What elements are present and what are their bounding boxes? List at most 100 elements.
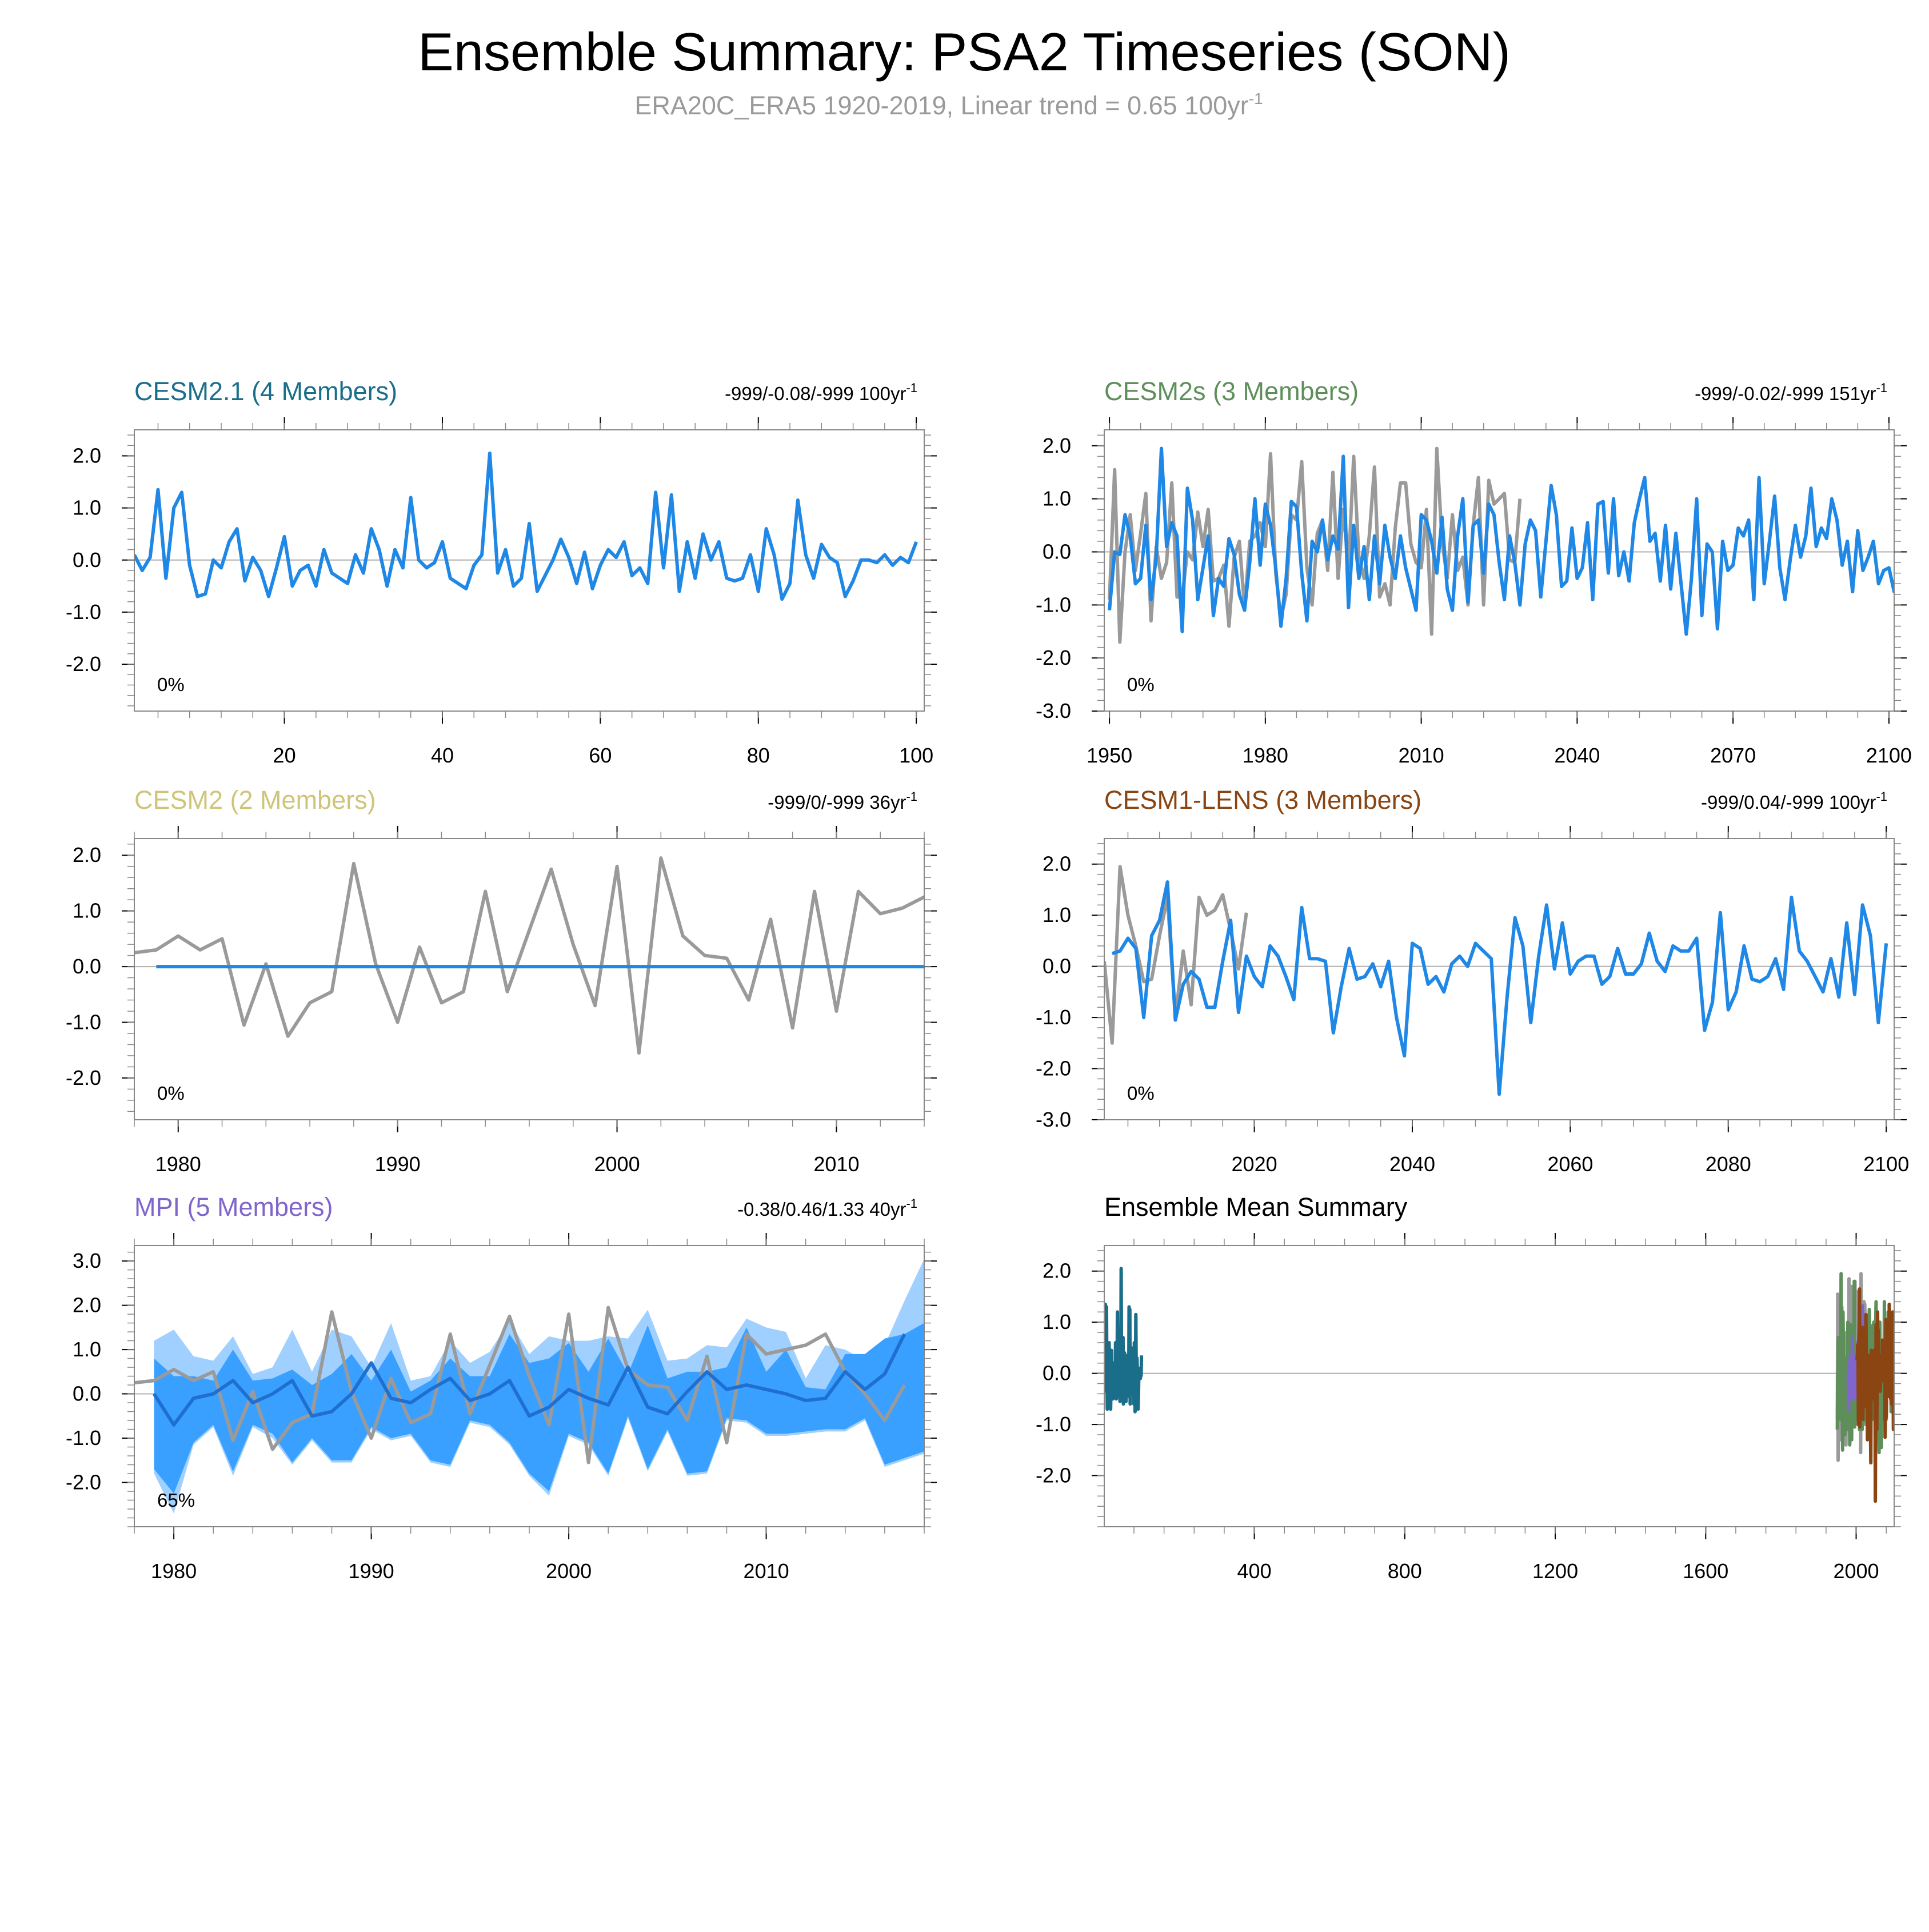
obs-series-line (134, 1306, 906, 1464)
y-tick-label: 0.0 (1043, 540, 1071, 564)
panel-trend: -999/-0.02/-999 151yr-1 (1695, 381, 1887, 404)
plot-area (134, 1259, 924, 1514)
panel-trend: -999/-0.08/-999 100yr-1 (725, 381, 917, 404)
y-tick-label: 0.0 (1043, 1362, 1071, 1385)
y-tick-label: 2.0 (73, 1294, 101, 1317)
plot-frame (1104, 838, 1895, 1120)
panel-title: CESM2 (2 Members) (134, 785, 376, 815)
figure-subtitle: ERA20C_ERA5 1920-2019, Linear trend = 0.… (634, 90, 1263, 120)
y-tick-label: 1.0 (1043, 1310, 1071, 1334)
figure-subtitle-exponent: -1 (1249, 90, 1263, 107)
panel-trend-exponent: -1 (1876, 789, 1887, 804)
plot-area (1104, 865, 1894, 1096)
plot-frame (134, 429, 925, 712)
plot-area (1104, 1267, 1894, 1503)
x-tick-label: 1980 (155, 1152, 201, 1176)
summary-series-cesm2-1 (1104, 1267, 1144, 1414)
panel-mpi: MPI (5 Members) -0.38/0.46/1.33 40yr-1 3.0… (66, 1192, 937, 1583)
plot-area (1104, 446, 1894, 644)
x-tick-label: 2060 (1547, 1152, 1593, 1176)
model-series-line (153, 1333, 906, 1427)
y-tick-label: 1.0 (1043, 903, 1071, 927)
panel-percent: 0% (157, 674, 185, 695)
x-tick-label: 400 (1237, 1559, 1272, 1583)
y-tick-label: -3.0 (1036, 699, 1071, 722)
panel-cesm2s: CESM2s (3 Members) -999/-0.02/-999 151yr-… (1036, 377, 1912, 767)
panel-title: CESM2.1 (4 Members) (134, 377, 397, 406)
y-tick-label: -3.0 (1036, 1108, 1071, 1131)
panel-title: CESM2s (3 Members) (1104, 377, 1359, 406)
x-tick-label: 2040 (1554, 744, 1600, 767)
y-tick-label: 2.0 (73, 444, 101, 468)
x-tick-label: 2100 (1866, 744, 1912, 767)
panel-cesm21: CESM2.1 (4 Members) -999/-0.08/-999 100yr… (66, 377, 937, 767)
y-tick-label: -1.0 (66, 1011, 101, 1034)
panel-percent: 0% (1127, 674, 1155, 695)
panel-trend-text: -999/0/-999 36yr (768, 792, 906, 813)
x-tick-label: 2040 (1389, 1152, 1435, 1176)
x-tick-label: 20 (273, 744, 296, 767)
obs-series-line (1108, 446, 1522, 644)
panel-cesm1lens: CESM1-LENS (3 Members) -999/0.04/-999 100… (1036, 785, 1909, 1176)
panel-trend-exponent: -1 (906, 1196, 917, 1211)
x-tick-label: 1990 (349, 1559, 394, 1583)
x-tick-label: 2020 (1232, 1152, 1277, 1176)
x-tick-label: 1950 (1087, 744, 1132, 767)
x-tick-label: 2000 (546, 1559, 592, 1583)
y-tick-label: 0.0 (73, 1382, 101, 1406)
y-tick-label: 0.0 (1043, 955, 1071, 978)
panel-trend-text: -999/-0.08/-999 100yr (725, 383, 906, 404)
x-tick-label: 2100 (1863, 1152, 1909, 1176)
panel-trend-text: -999/0.04/-999 100yr (1701, 792, 1876, 813)
plot-frame (1104, 1245, 1895, 1527)
y-tick-label: -2.0 (1036, 1464, 1071, 1487)
y-tick-label: -2.0 (1036, 646, 1071, 669)
y-tick-label: 0.0 (73, 955, 101, 978)
panel-title: Ensemble Mean Summary (1104, 1192, 1408, 1222)
y-tick-label: 2.0 (1043, 852, 1071, 876)
y-tick-label: -2.0 (66, 1471, 101, 1494)
figure-title: Ensemble Summary: PSA2 Timeseries (SON) (418, 22, 1511, 82)
y-tick-label: 2.0 (1043, 1259, 1071, 1283)
y-tick-label: 1.0 (73, 496, 101, 520)
y-tick-label: 2.0 (73, 843, 101, 867)
y-tick-label: 1.0 (1043, 487, 1071, 510)
y-tick-label: -1.0 (1036, 1412, 1071, 1436)
panel-percent: 0% (1127, 1083, 1155, 1104)
x-tick-label: 80 (747, 744, 770, 767)
x-tick-label: 2010 (813, 1152, 859, 1176)
panels: CESM2.1 (4 Members) -999/-0.08/-999 100yr… (66, 377, 1912, 1583)
y-tick-label: 2.0 (1043, 434, 1071, 457)
panel-cesm2: CESM2 (2 Members) -999/0/-999 36yr-1 2.0 1.… (66, 785, 937, 1176)
y-tick-label: 1.0 (73, 1338, 101, 1361)
panel-summary: Ensemble Mean Summary 2.0 1.0 0.0 -1.0 -2.0 40… (1036, 1192, 1907, 1583)
y-tick-label: -1.0 (66, 600, 101, 624)
summary-series-cesm1-lens (1855, 1287, 1894, 1503)
x-tick-label: 1980 (1243, 744, 1288, 767)
y-tick-label: -1.0 (1036, 593, 1071, 616)
panel-trend-text: -0.38/0.46/1.33 40yr (737, 1199, 906, 1220)
panel-trend-exponent: -1 (906, 381, 917, 395)
x-tick-label: 2000 (1833, 1559, 1879, 1583)
x-tick-label: 2070 (1710, 744, 1756, 767)
plot-area (134, 452, 924, 601)
y-tick-label: 3.0 (73, 1249, 101, 1272)
plot-frame (134, 838, 925, 1120)
panel-trend: -0.38/0.46/1.33 40yr-1 (737, 1196, 917, 1220)
x-tick-label: 60 (589, 744, 612, 767)
panel-trend-exponent: -1 (906, 789, 917, 804)
y-tick-label: -1.0 (66, 1426, 101, 1450)
panel-title: MPI (5 Members) (134, 1192, 333, 1222)
model-series-line (134, 452, 918, 601)
x-tick-label: 1200 (1532, 1559, 1578, 1583)
plot-frame (1104, 429, 1895, 712)
x-tick-label: 2000 (594, 1152, 640, 1176)
x-tick-label: 1980 (151, 1559, 197, 1583)
figure-subtitle-text: ERA20C_ERA5 1920-2019, Linear trend = 0.… (634, 91, 1248, 120)
y-tick-label: -2.0 (1036, 1057, 1071, 1080)
obs-series-line (134, 856, 924, 1055)
y-tick-label: -2.0 (66, 1066, 101, 1089)
x-tick-label: 800 (1388, 1559, 1422, 1583)
